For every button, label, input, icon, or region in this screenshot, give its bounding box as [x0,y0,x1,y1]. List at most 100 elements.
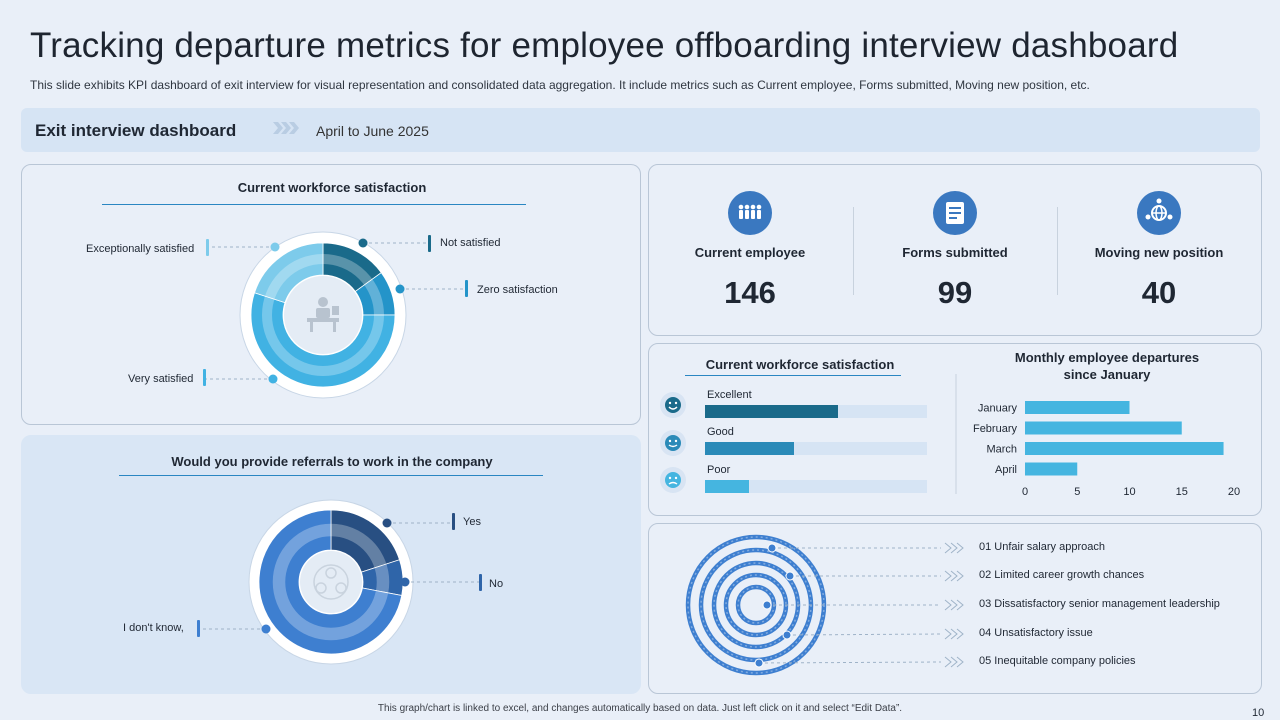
globe-network-icon [1137,191,1181,235]
leader-dot [395,284,405,294]
divider [853,207,854,295]
donut-band [272,523,390,641]
x-tick-label: 0 [1022,486,1028,498]
double-chevron-icon [944,542,964,554]
legend-tick [197,620,200,637]
double-chevron-icon [944,656,964,668]
referrals-donut-title: Would you provide referrals to work in t… [171,454,493,469]
kpi-label: Moving new position [1094,245,1224,260]
divider [1057,207,1058,295]
reason-item: 01 Unfair salary approach [979,541,1105,553]
satisfaction-bars-title: Current workforce satisfaction [705,357,895,372]
bar-track [705,480,927,493]
bar-label: Excellent [707,389,752,401]
title-underline [102,204,526,205]
reason-item: 05 Inequitable company policies [979,655,1136,667]
happy-face-icon [660,392,686,418]
departures-title-line2: since January [1063,367,1151,382]
kpi-label: Current employee [694,245,806,260]
leader-dot [762,600,772,610]
satisfaction-donut-title: Current workforce satisfaction [237,180,427,195]
legend-tick [452,513,455,530]
label-exceptionally-satisfied: Exceptionally satisfied [86,243,195,255]
legend-tick [206,239,209,256]
leader-dot [261,624,271,634]
reasons-panel: 01 Unfair salary approach 02 Limited car… [648,523,1262,694]
leader-dot [782,630,792,640]
legend-tick [203,369,206,386]
kpi-value: 99 [937,275,973,310]
reason-item: 03 Dissatisfactory senior management lea… [979,598,1220,610]
label-dont-know: I don't know, [123,622,184,634]
bar-excellent [705,405,839,418]
bars-panel: Current workforce satisfaction Excellent… [648,343,1262,516]
people-group-icon [300,551,362,613]
page-title: Tracking departure metrics for employee … [30,26,1179,65]
kpi-value: 146 [724,275,776,310]
person-desk-glyph [307,297,339,332]
x-tick-label: 10 [1123,486,1135,498]
legend-tick [428,235,431,252]
footer-note: This graph/chart is linked to excel, and… [377,703,903,714]
bar-april [1025,462,1078,476]
page-subtitle: This slide exhibits KPI dashboard of exi… [30,78,1090,92]
leader-dot [785,571,795,581]
leader-dot [754,658,764,668]
leader-line [758,661,942,664]
double-chevron-icon [944,599,964,611]
donut-slice [258,509,403,655]
reasons-rings [685,534,964,676]
satisfaction-donut-chart [202,231,464,399]
donut-slice [250,292,396,388]
dashboard-header-label: Exit interview dashboard [35,121,237,140]
x-tick-label: 15 [1176,486,1188,498]
legend-tick [479,574,482,591]
title-underline [119,475,543,476]
legend-tick [465,280,468,297]
departures-title-line1: Monthly employee departures [1014,350,1200,365]
dashboard-header: Exit interview dashboard April to June 2… [21,108,1260,152]
y-tick-label: March [986,444,1017,456]
leader-dot [358,238,368,248]
donut-band [262,254,384,376]
reason-item: 02 Limited career growth chances [979,569,1145,581]
leader-dot [400,577,410,587]
reason-item: 04 Unsatisfactory issue [979,627,1093,639]
bar-label: Good [707,426,734,438]
departures-bar-chart: January February March April 0 5 10 15 20 [955,374,1240,498]
sad-face-icon [660,467,686,493]
title-underline [685,375,901,376]
bar-track [705,405,927,418]
bar-track [705,442,927,455]
kpi-panel: Current employee 146 Forms submitted 99 … [648,164,1262,336]
people-group-icon [728,191,772,235]
chevrons-icon [273,122,299,134]
page-number: 10 [1252,707,1265,719]
y-tick-label: January [978,403,1018,415]
bar-march [1025,442,1224,455]
leader-line [786,633,942,636]
bar-january [1025,401,1130,414]
bar-february [1025,421,1182,435]
x-tick-label: 5 [1074,486,1080,498]
y-tick-label: April [995,464,1017,476]
bar-good [705,442,794,455]
label-zero-satisfaction: Zero satisfaction [477,284,558,296]
neutral-face-icon [660,430,686,456]
leader-dot [382,518,392,528]
double-chevron-icon [944,628,964,640]
x-tick-label: 20 [1228,486,1240,498]
referrals-donut-panel: Would you provide referrals to work in t… [21,435,641,694]
form-icon [933,191,977,235]
people-circle-glyph [313,564,349,600]
donut-slice [254,242,324,304]
label-not-satisfied: Not satisfied [440,237,501,249]
label-very-satisfied: Very satisfied [128,373,194,385]
referrals-donut-chart [197,499,479,665]
label-no: No [489,578,504,590]
kpi-value: 40 [1141,275,1177,310]
leader-dot [270,242,280,252]
kpi-label: Forms submitted [902,245,1008,260]
leader-dot [767,543,777,553]
bar-label: Poor [707,464,731,476]
